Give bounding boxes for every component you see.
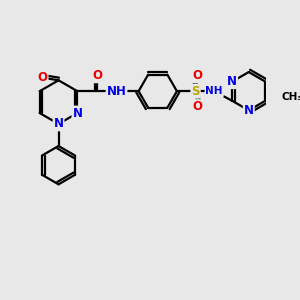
- Text: N: N: [244, 104, 254, 117]
- Text: N: N: [227, 75, 237, 88]
- Text: NH: NH: [106, 85, 127, 98]
- Text: CH₃: CH₃: [282, 92, 300, 102]
- Text: O: O: [38, 71, 48, 84]
- Text: N: N: [53, 117, 64, 130]
- Text: O: O: [193, 100, 203, 113]
- Text: N: N: [72, 106, 82, 119]
- Text: O: O: [193, 69, 203, 82]
- Text: O: O: [92, 69, 102, 82]
- Text: NH: NH: [206, 86, 223, 96]
- Text: S: S: [191, 85, 200, 98]
